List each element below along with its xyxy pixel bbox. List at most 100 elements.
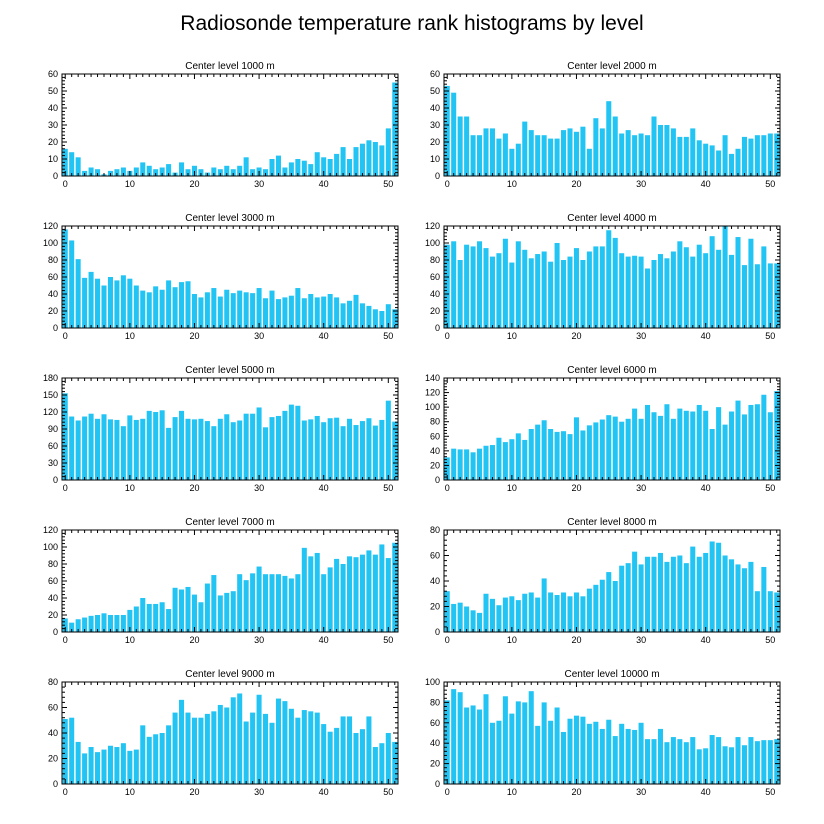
bar (632, 729, 638, 784)
bar (191, 419, 197, 480)
panel-title: Center level 7000 m (185, 517, 275, 528)
y-tick-label: 0 (53, 323, 58, 333)
bar (385, 304, 391, 328)
x-tick-label: 30 (254, 635, 264, 645)
bar (664, 561, 670, 633)
bar (308, 419, 314, 480)
bar (599, 728, 605, 784)
x-tick-label: 20 (571, 179, 581, 189)
bar (774, 391, 780, 480)
x-tick-label: 30 (636, 635, 646, 645)
bar (347, 300, 353, 328)
bar (308, 711, 314, 784)
bar (670, 418, 676, 480)
bar (496, 605, 502, 632)
x-tick-label: 0 (63, 179, 68, 189)
x-tick-label: 40 (701, 635, 711, 645)
bar (295, 405, 301, 480)
bar (243, 157, 249, 176)
bar (696, 556, 702, 632)
y-tick-label: 20 (48, 137, 58, 147)
bar (256, 566, 262, 632)
bar (314, 415, 320, 480)
bar (754, 264, 760, 328)
panel-3: Center level 3000 m 0 10 20 30 40 50 0 20 40 60 80 1… (43, 213, 399, 341)
x-tick-label: 20 (189, 331, 199, 341)
bar (327, 567, 333, 632)
y-tick-label: 0 (53, 627, 58, 637)
bar (709, 541, 715, 632)
bar (172, 587, 178, 632)
bar (464, 707, 470, 784)
bar (75, 741, 81, 784)
bar (470, 135, 476, 176)
bar (211, 288, 217, 328)
bar (683, 247, 689, 328)
bar (632, 408, 638, 480)
bar (69, 416, 75, 480)
bar (677, 408, 683, 480)
bar (372, 425, 378, 480)
bar (735, 737, 741, 784)
bar (599, 128, 605, 176)
bar (321, 574, 327, 632)
panel-title: Center level 5000 m (185, 365, 275, 376)
x-tick-label: 50 (383, 787, 393, 797)
bar (282, 575, 288, 632)
bar (477, 709, 483, 784)
bar (638, 564, 644, 632)
x-tick-label: 0 (445, 483, 450, 493)
x-tick-label: 40 (701, 787, 711, 797)
bar (146, 603, 152, 632)
bar (567, 128, 573, 176)
bar (670, 737, 676, 784)
bar (159, 167, 165, 176)
bar (703, 253, 709, 328)
bar (379, 145, 385, 176)
bar (263, 574, 269, 632)
panel-title: Center level 10000 m (564, 669, 659, 680)
bar (522, 249, 528, 328)
x-tick-label: 0 (445, 179, 450, 189)
bar (250, 712, 256, 784)
bar (651, 260, 657, 328)
bar (211, 426, 217, 480)
bar (593, 246, 599, 328)
bar (502, 238, 508, 328)
bar (191, 717, 197, 784)
bar (561, 260, 567, 328)
bar (444, 591, 450, 632)
panel-title: Center level 4000 m (567, 213, 657, 224)
bar (166, 609, 172, 632)
y-tick-label: 50 (48, 86, 58, 96)
bar (159, 602, 165, 632)
bar (75, 259, 81, 328)
bar (741, 265, 747, 328)
bar (522, 593, 528, 632)
bar (748, 138, 754, 176)
bar (657, 254, 663, 328)
panel-7: Center level 7000 m 0 10 20 30 40 50 0 20 40 60 80 1… (43, 517, 399, 645)
bar (107, 277, 113, 328)
bar (554, 431, 560, 480)
bar (586, 251, 592, 328)
bar (95, 615, 101, 632)
bar (444, 457, 450, 480)
bar (489, 722, 495, 784)
bar (709, 236, 715, 328)
bar (477, 448, 483, 480)
y-tick-label: 120 (425, 388, 440, 398)
bar (75, 420, 81, 480)
bar (133, 749, 139, 784)
bar (741, 568, 747, 632)
bar (185, 281, 191, 328)
bar (670, 251, 676, 328)
bar (451, 241, 457, 328)
bar (729, 411, 735, 480)
bar (230, 591, 236, 632)
bar (69, 152, 75, 176)
bar (690, 128, 696, 176)
bar (670, 556, 676, 632)
bar (127, 415, 133, 480)
bar (690, 737, 696, 784)
